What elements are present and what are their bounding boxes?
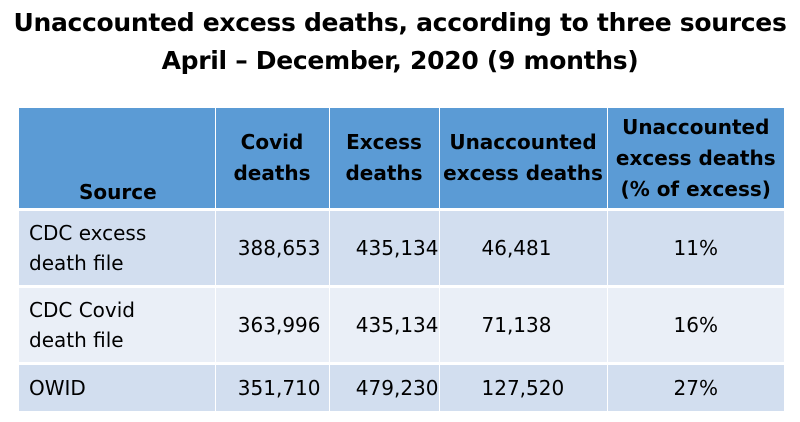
cell-covid-deaths: 363,996: [215, 286, 330, 365]
cell-source: OWID: [19, 363, 216, 411]
cell-covid-deaths: 351,710: [215, 363, 330, 411]
header-source: Source: [19, 108, 216, 211]
header-unaccounted-pct: Unaccounted excess deaths (% of excess): [607, 108, 784, 211]
deaths-table: Source Covid deaths Excess deaths Unaccoun…: [19, 108, 784, 411]
header-covid-deaths: Covid deaths: [215, 108, 330, 211]
table-row: CDC excess death file 388,653 435,134 46,…: [19, 209, 784, 288]
table-header-row: Source Covid deaths Excess deaths Unaccoun…: [19, 108, 784, 211]
table-row: CDC Covid death file 363,996 435,134 71,1…: [19, 286, 784, 365]
page-subtitle: April – December, 2020 (9 months): [161, 46, 639, 75]
cell-excess-deaths: 479,230: [329, 363, 440, 411]
cell-unaccounted: 127,520: [439, 363, 608, 411]
cell-covid-deaths: 388,653: [215, 209, 330, 288]
header-excess-deaths: Excess deaths: [329, 108, 440, 211]
header-unaccounted-excess-deaths: Unaccounted excess deaths: [439, 108, 608, 211]
cell-source: CDC Covid death file: [19, 286, 216, 365]
cell-excess-deaths: 435,134: [329, 286, 440, 365]
cell-pct: 27%: [607, 363, 784, 411]
page-title: Unaccounted excess deaths, according to …: [13, 8, 787, 37]
cell-pct: 11%: [607, 209, 784, 288]
cell-source: CDC excess death file: [19, 209, 216, 288]
cell-pct: 16%: [607, 286, 784, 365]
cell-excess-deaths: 435,134: [329, 209, 440, 288]
table-row: OWID 351,710 479,230 127,520 27%: [19, 363, 784, 411]
cell-unaccounted: 71,138: [439, 286, 608, 365]
cell-unaccounted: 46,481: [439, 209, 608, 288]
